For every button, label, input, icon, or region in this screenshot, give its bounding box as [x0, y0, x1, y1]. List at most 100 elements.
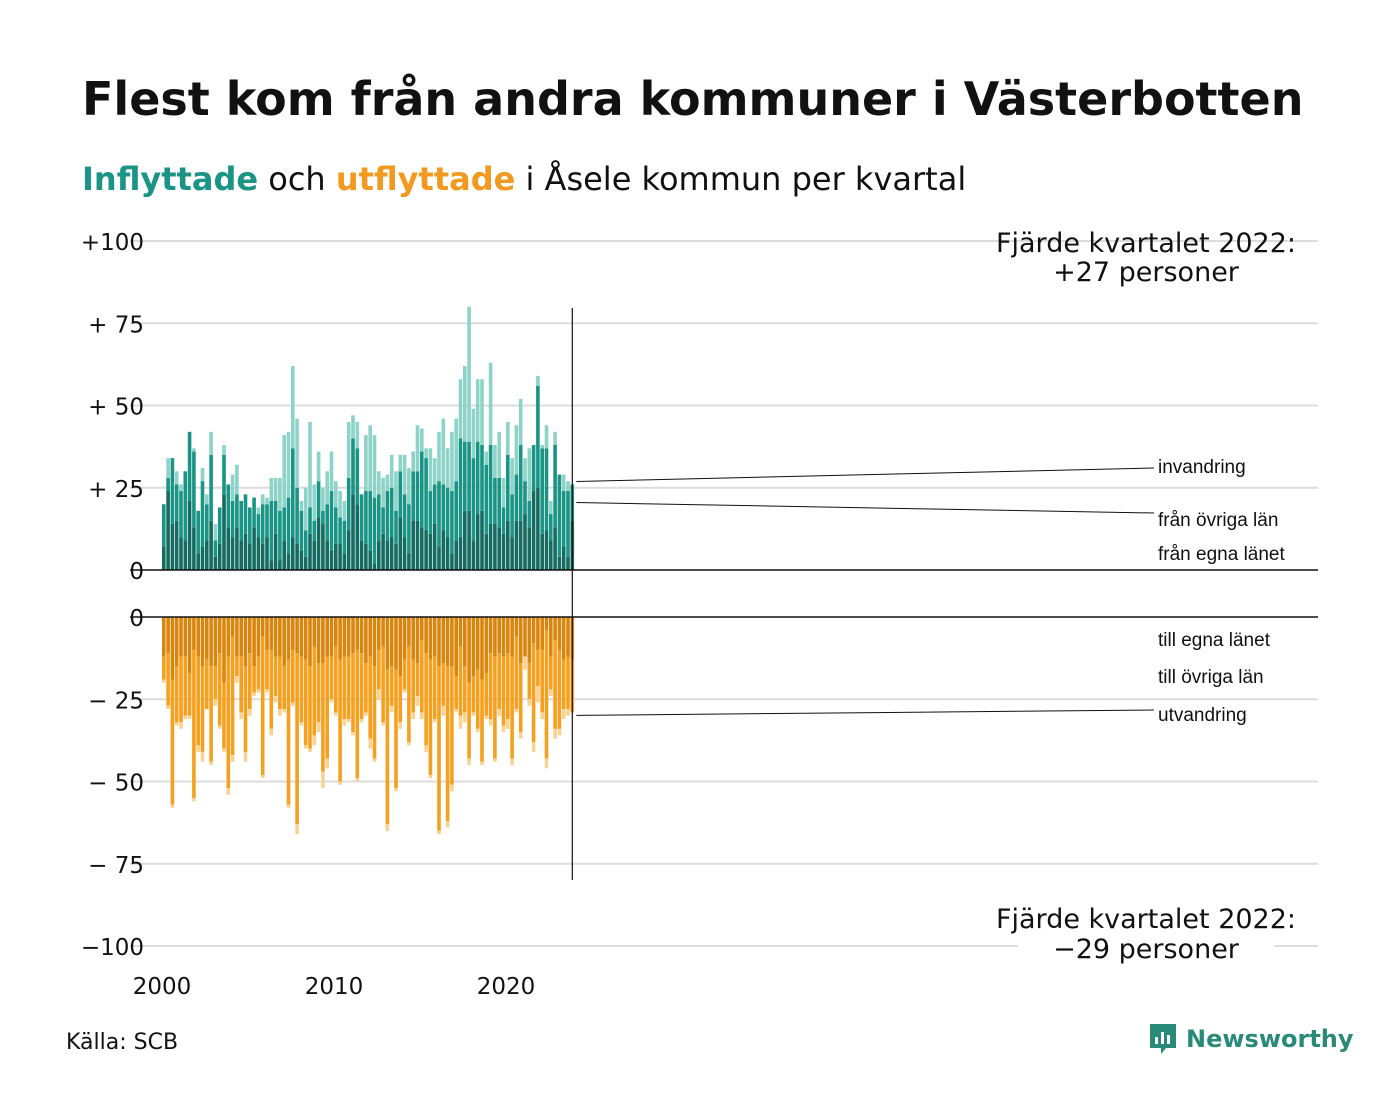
bar-out-own-county [501, 617, 506, 657]
bar-out-emigration [222, 748, 226, 752]
bar-out-emigration [308, 748, 312, 752]
bar-out-own-county [183, 617, 188, 657]
bar-out-own-county [299, 617, 304, 657]
bar-in-other-counties [222, 454, 226, 495]
bar-in-other-counties [183, 471, 188, 541]
bar-out-other-counties [389, 666, 394, 706]
bar-in-immigration [230, 474, 235, 501]
bar-out-own-county [334, 617, 338, 647]
bar-in-other-counties [480, 444, 484, 511]
bar-in-immigration [235, 464, 239, 495]
bar-in-other-counties [501, 507, 506, 534]
bar-in-other-counties [389, 487, 394, 538]
bar-in-immigration [493, 444, 497, 478]
bar-in-other-counties [467, 441, 471, 511]
bar-out-emigration [213, 699, 218, 706]
bar-in-immigration [342, 500, 347, 521]
bar-out-emigration [295, 824, 299, 835]
bar-out-other-counties [321, 663, 325, 772]
bar-in-other-counties [282, 507, 286, 541]
series-label-out: utvandring [1158, 705, 1247, 726]
bar-in-own-county [480, 510, 484, 570]
annotation-bottom-line2: −29 personer [1053, 934, 1240, 965]
bar-in-own-county [174, 520, 179, 570]
bar-in-own-county [527, 527, 532, 570]
bar-out-own-county [428, 617, 433, 660]
bar-out-other-counties [385, 669, 390, 825]
bar-out-own-county [359, 617, 364, 654]
bar-in-own-county [183, 540, 188, 570]
bar-out-emigration [484, 715, 489, 719]
bar-in-other-counties [299, 510, 304, 551]
bar-out-own-county [527, 617, 532, 664]
bar-out-own-county [321, 617, 325, 664]
bar-out-other-counties [411, 659, 415, 713]
bar-out-other-counties [316, 663, 321, 723]
bar-out-own-county [205, 617, 209, 660]
bar-out-own-county [377, 617, 381, 650]
bar-in-immigration [544, 425, 549, 449]
bar-in-immigration [411, 451, 415, 472]
bar-in-other-counties [536, 385, 540, 488]
bar-in-other-counties [162, 504, 166, 547]
chart-title: Flest kom från andra kommuner i Västerbo… [82, 72, 1304, 126]
bar-out-own-county [213, 617, 218, 667]
bar-out-emigration [226, 788, 231, 795]
bar-in-own-county [269, 560, 274, 570]
bar-out-emigration [256, 689, 261, 693]
bar-in-own-county [162, 546, 166, 570]
bar-out-other-counties [381, 646, 385, 723]
bar-out-own-county [162, 617, 166, 657]
bar-out-other-counties [196, 656, 200, 746]
bar-out-other-counties [291, 649, 295, 703]
bar-out-emigration [269, 728, 274, 736]
bar-out-emigration [174, 722, 179, 726]
bar-in-own-county [196, 553, 200, 570]
bar-out-other-counties [544, 630, 549, 759]
bar-in-immigration [432, 458, 437, 485]
bar-out-own-county [488, 617, 493, 654]
bar-out-own-county [174, 617, 179, 667]
bar-in-own-county [265, 537, 269, 570]
bar-out-emigration [230, 755, 235, 762]
bar-out-emigration [321, 771, 325, 789]
bar-in-other-counties [278, 510, 282, 561]
bar-out-emigration [187, 715, 192, 719]
bar-in-own-county [179, 537, 183, 570]
bar-out-emigration [170, 804, 175, 808]
bar-in-immigration [265, 497, 269, 505]
bar-in-immigration [514, 425, 519, 475]
bar-in-immigration [166, 458, 170, 478]
bar-in-other-counties [411, 471, 415, 521]
bar-out-other-counties [183, 656, 188, 716]
bar-out-emigration [398, 722, 403, 729]
bar-out-own-county [475, 617, 480, 670]
bar-out-other-counties [295, 653, 299, 825]
bar-out-own-county [166, 617, 170, 654]
newsworthy-logo-icon [1150, 1024, 1176, 1054]
bar-out-other-counties [325, 656, 329, 759]
bar-out-emigration [531, 742, 536, 752]
bar-out-emigration [501, 725, 506, 733]
bar-out-own-county [454, 617, 458, 677]
bar-out-own-county [200, 617, 205, 667]
bar-in-own-county [299, 550, 304, 570]
bar-out-other-counties [166, 653, 170, 706]
bar-in-other-counties [351, 438, 355, 495]
bar-out-emigration [200, 751, 205, 762]
bar-in-other-counties [170, 458, 175, 524]
bar-out-own-county [243, 617, 248, 667]
bar-out-other-counties [467, 682, 471, 759]
y-tick-label-top: +100 [81, 230, 144, 256]
bar-out-own-county [252, 617, 256, 667]
bar-out-emigration [415, 695, 420, 706]
bar-in-other-counties [166, 477, 170, 492]
bar-out-own-county [561, 617, 566, 660]
bar-out-own-county [278, 617, 282, 657]
bar-out-emigration [402, 689, 407, 693]
series-label-in: från övriga län [1158, 510, 1278, 531]
bar-out-other-counties [561, 659, 566, 710]
bar-out-other-counties [308, 666, 312, 749]
bar-in-other-counties [209, 454, 213, 521]
bar-out-own-county [463, 617, 467, 667]
